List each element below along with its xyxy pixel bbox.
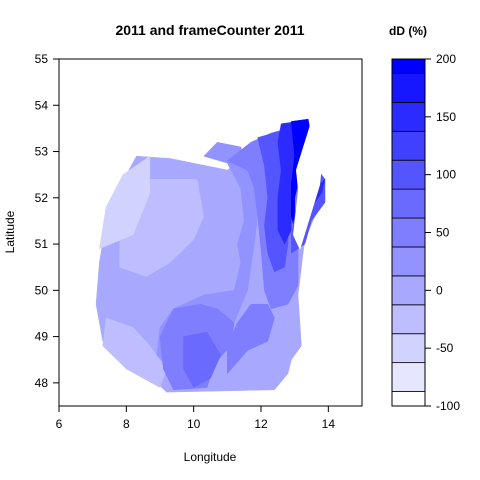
legend-band xyxy=(391,159,426,190)
y-tick-label: 54 xyxy=(35,98,49,112)
plot-area xyxy=(58,58,363,407)
legend-tick-label: 50 xyxy=(436,226,450,240)
legend-band xyxy=(391,391,426,407)
legend-band xyxy=(391,101,426,132)
legend-band xyxy=(391,58,426,74)
y-tick-label: 55 xyxy=(35,52,49,66)
y-tick-label: 48 xyxy=(35,376,49,390)
contour-region xyxy=(227,303,275,375)
y-tick-label: 51 xyxy=(35,237,49,251)
legend-tick-label: -100 xyxy=(436,399,460,413)
legend-band xyxy=(391,130,426,161)
legend-band xyxy=(391,188,426,219)
chart-title: 2011 and frameCounter 2011 xyxy=(115,22,304,38)
x-axis-label: Longitude xyxy=(184,450,237,464)
plot-frame xyxy=(58,58,363,407)
legend-band xyxy=(391,304,426,335)
contour-regions xyxy=(95,118,326,393)
y-axis: 48 49 50 51 52 53 54 55 xyxy=(35,52,59,390)
x-tick-label: 8 xyxy=(123,417,130,431)
legend-tick-label: 150 xyxy=(436,110,456,124)
legend-title: dD (%) xyxy=(389,24,427,38)
legend-tick-label: -50 xyxy=(436,341,454,355)
contour-region xyxy=(99,155,151,250)
x-tick-label: 12 xyxy=(254,417,268,431)
legend-bands xyxy=(391,58,426,407)
y-tick-label: 52 xyxy=(35,191,49,205)
legend-band xyxy=(391,73,426,103)
x-tick-label: 10 xyxy=(187,417,201,431)
y-tick-label: 49 xyxy=(35,330,49,344)
legend-tick-label: 200 xyxy=(436,52,456,66)
x-tick-label: 14 xyxy=(322,417,336,431)
contour-region xyxy=(102,317,168,388)
legend-band xyxy=(391,217,426,248)
x-axis: 6 8 10 12 14 xyxy=(56,406,336,431)
legend-tick-label: 100 xyxy=(436,168,456,182)
y-tick-label: 50 xyxy=(35,283,49,297)
legend-band xyxy=(391,275,426,306)
legend-tick-label: 0 xyxy=(436,283,443,297)
y-axis-label: Latitude xyxy=(3,210,17,253)
color-legend: dD (%) 200 150 100 50 0 -50 -100 xyxy=(389,24,460,413)
contour-region xyxy=(183,331,221,388)
y-tick-label: 53 xyxy=(35,145,49,159)
legend-band xyxy=(391,333,426,364)
legend-ticks: 200 150 100 50 0 -50 -100 xyxy=(425,52,460,413)
x-tick-label: 6 xyxy=(56,417,63,431)
legend-band xyxy=(391,246,426,277)
legend-band xyxy=(391,362,426,392)
coastline-gap xyxy=(293,125,322,250)
